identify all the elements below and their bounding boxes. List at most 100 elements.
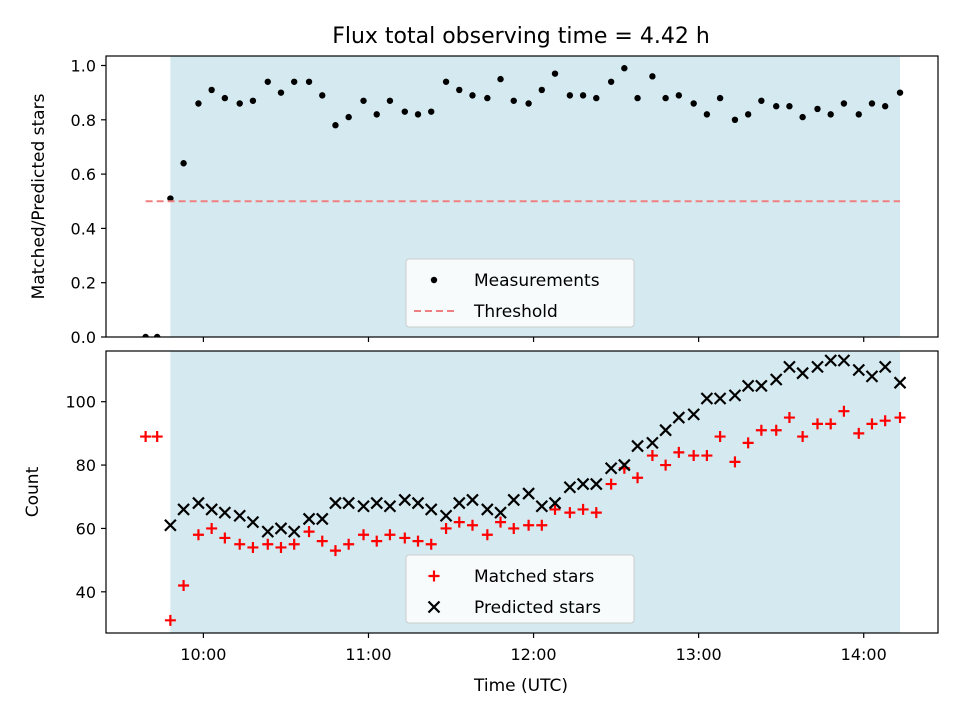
predicted-star-point: [466, 493, 479, 507]
predicted-star-point: [370, 496, 384, 510]
measurement-point: [142, 333, 149, 337]
matched-star-point: [742, 437, 754, 449]
matched-star-point: [453, 516, 465, 528]
x-tick-label: 14:00: [841, 645, 887, 664]
measurement-point: [621, 65, 628, 72]
matched-star-point: [577, 503, 589, 515]
legend-label: Predicted stars: [474, 598, 601, 618]
matched-star-point: [564, 507, 576, 519]
matched-star-point: [329, 545, 341, 557]
measurement-point: [497, 75, 504, 83]
predicted-star-point: [287, 525, 301, 538]
predicted-star-point: [713, 392, 727, 405]
legend-box: [405, 258, 635, 328]
matched-star-point: [536, 519, 548, 531]
matched-star-point: [894, 412, 906, 424]
matched-star-point: [783, 412, 795, 424]
predicted-star-point: [246, 515, 260, 529]
x-axis-label: Time (UTC): [473, 676, 568, 696]
matched-star-point: [701, 450, 713, 462]
matched-star-point: [853, 427, 865, 439]
predicted-star-point: [398, 493, 412, 507]
measurement-point: [593, 94, 600, 102]
predicted-star-point: [192, 496, 205, 510]
matched-star-point: [275, 541, 287, 553]
matched-star-point: [866, 418, 878, 430]
measurement-point: [814, 105, 821, 113]
y-tick-label: 1.0: [71, 57, 96, 76]
matched-star-point: [770, 424, 782, 436]
matched-star-point: [262, 538, 274, 550]
measurement-point: [525, 100, 532, 107]
measurement-point: [249, 97, 257, 104]
measurement-point: [180, 160, 187, 167]
measurement-point: [167, 195, 174, 202]
measurement-point: [264, 78, 271, 85]
measurement-point: [649, 73, 656, 80]
measurement-point: [373, 111, 380, 118]
measurement-point: [319, 92, 326, 99]
predicted-star-point: [329, 496, 342, 510]
measurement-point: [579, 92, 587, 99]
matched-star-point: [838, 405, 850, 417]
predicted-star-point: [783, 360, 796, 374]
measurement-point: [551, 70, 559, 77]
matched-star-point: [440, 522, 452, 534]
measurement-point: [401, 108, 408, 115]
measurement-point: [290, 78, 298, 85]
y-tick-label: 40: [76, 583, 96, 602]
predicted-star-point: [604, 461, 618, 475]
predicted-star-point: [177, 503, 190, 516]
predicted-star-point: [769, 373, 783, 386]
matched-star-point: [140, 431, 152, 443]
measurement-point: [456, 86, 463, 94]
predicted-star-point: [522, 487, 535, 500]
predicted-star-point: [576, 477, 590, 491]
matched-star-point: [646, 450, 658, 462]
legend-swatch-predicted: [427, 600, 441, 614]
measurement-point: [799, 113, 806, 121]
measurement-point: [305, 78, 313, 85]
chart-title: Flux total observing time = 4.42 h: [332, 24, 710, 49]
measurement-point: [662, 94, 669, 102]
y-tick-label: 60: [76, 519, 96, 538]
axes-frame: [105, 55, 939, 338]
predicted-star-point: [741, 379, 755, 393]
measurement-point: [731, 116, 739, 124]
y-axis-label: Matched/Predicted stars: [29, 93, 49, 299]
matched-star-point: [384, 529, 396, 541]
bottom-panel-counts: 40 60 80 100 10:00 11:00 12:00 13:00 14:00 Count M…: [23, 350, 939, 664]
predicted-star-point: [824, 354, 837, 367]
matched-star-point: [590, 507, 602, 519]
predicted-star-point: [205, 503, 218, 516]
matched-star-point: [811, 418, 823, 430]
measurement-point: [195, 100, 202, 107]
y-axis-label: Count: [23, 466, 43, 517]
measurement-point: [744, 111, 752, 118]
matched-star-point: [316, 535, 328, 547]
measurement-point: [634, 94, 641, 102]
measurement-point: [469, 92, 476, 99]
predicted-star-point: [535, 499, 549, 513]
predicted-star-point: [548, 496, 562, 510]
predicted-star-point: [687, 408, 700, 421]
matched-star-point: [495, 516, 507, 528]
predicted-star-point: [878, 360, 892, 374]
matched-star-point: [234, 538, 246, 550]
predicted-star-point: [507, 493, 521, 507]
matched-star-point: [247, 541, 259, 553]
x-tick-label: 11:00: [345, 645, 391, 664]
legend-box: [405, 554, 635, 624]
predicted-star-point: [233, 509, 246, 523]
predicted-star-point: [755, 379, 768, 393]
matched-star-point: [288, 538, 300, 550]
predicted-star-point: [659, 423, 672, 437]
predicted-star-point: [315, 512, 329, 526]
measurement-point: [868, 100, 876, 107]
matched-star-point: [164, 614, 176, 626]
matched-star-point: [729, 456, 741, 468]
y-tick-label: 0.2: [71, 274, 96, 293]
matched-star-point: [673, 446, 685, 458]
predicted-star-point: [342, 496, 355, 510]
measurement-point: [538, 86, 546, 94]
